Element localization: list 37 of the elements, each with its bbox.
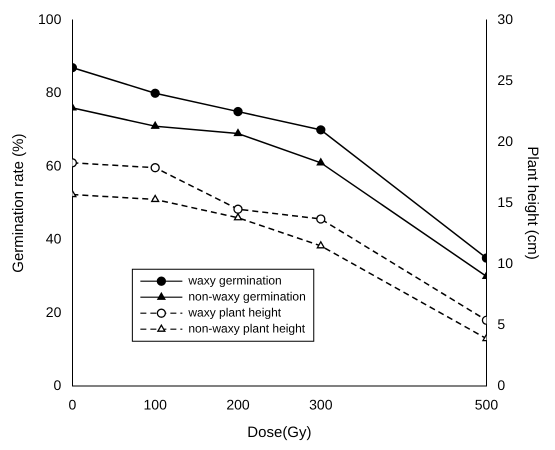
point bbox=[233, 106, 243, 116]
point bbox=[151, 194, 160, 202]
y2-tick-label: 20 bbox=[497, 132, 514, 149]
x-tick-label: 100 bbox=[143, 396, 168, 412]
point bbox=[316, 241, 325, 248]
point bbox=[316, 158, 325, 166]
x-axis-title: Dose(Gy) bbox=[247, 424, 312, 442]
y-tick-label: 80 bbox=[46, 84, 62, 100]
y2-axis-title: Plant height (cm) bbox=[524, 146, 541, 260]
y2-tick-label: 5 bbox=[497, 316, 506, 332]
y2-tick-label: 15 bbox=[497, 194, 514, 210]
x-tick-label: 500 bbox=[474, 396, 498, 412]
point bbox=[316, 125, 326, 135]
legend-label: waxy germination bbox=[187, 274, 282, 288]
x-tick-label: 300 bbox=[309, 396, 333, 412]
point bbox=[234, 128, 242, 136]
y-tick-label: 40 bbox=[46, 230, 62, 247]
y-tick-label: 0 bbox=[54, 377, 62, 394]
point bbox=[150, 163, 160, 172]
y-tick-label: 60 bbox=[46, 157, 62, 174]
legend-label: non-waxy plant height bbox=[188, 322, 306, 336]
y-tick-label: 100 bbox=[38, 10, 62, 27]
point bbox=[233, 204, 243, 214]
point bbox=[234, 213, 242, 220]
legend-label: waxy plant height bbox=[187, 306, 282, 320]
x-tick-label: 0 bbox=[68, 396, 76, 412]
point bbox=[316, 214, 326, 224]
y2-tick-label: 0 bbox=[497, 377, 506, 394]
x-tick-label: 200 bbox=[226, 396, 250, 412]
y2-tick-label: 10 bbox=[497, 254, 514, 271]
y2-tick-label: 30 bbox=[497, 10, 514, 27]
legend-label: non-waxy germination bbox=[188, 290, 306, 304]
point bbox=[150, 88, 160, 98]
y2-tick-label: 25 bbox=[497, 72, 514, 88]
y-axis-title: Germination rate (%) bbox=[10, 133, 28, 273]
y-tick-label: 20 bbox=[46, 304, 62, 320]
point bbox=[151, 122, 160, 129]
